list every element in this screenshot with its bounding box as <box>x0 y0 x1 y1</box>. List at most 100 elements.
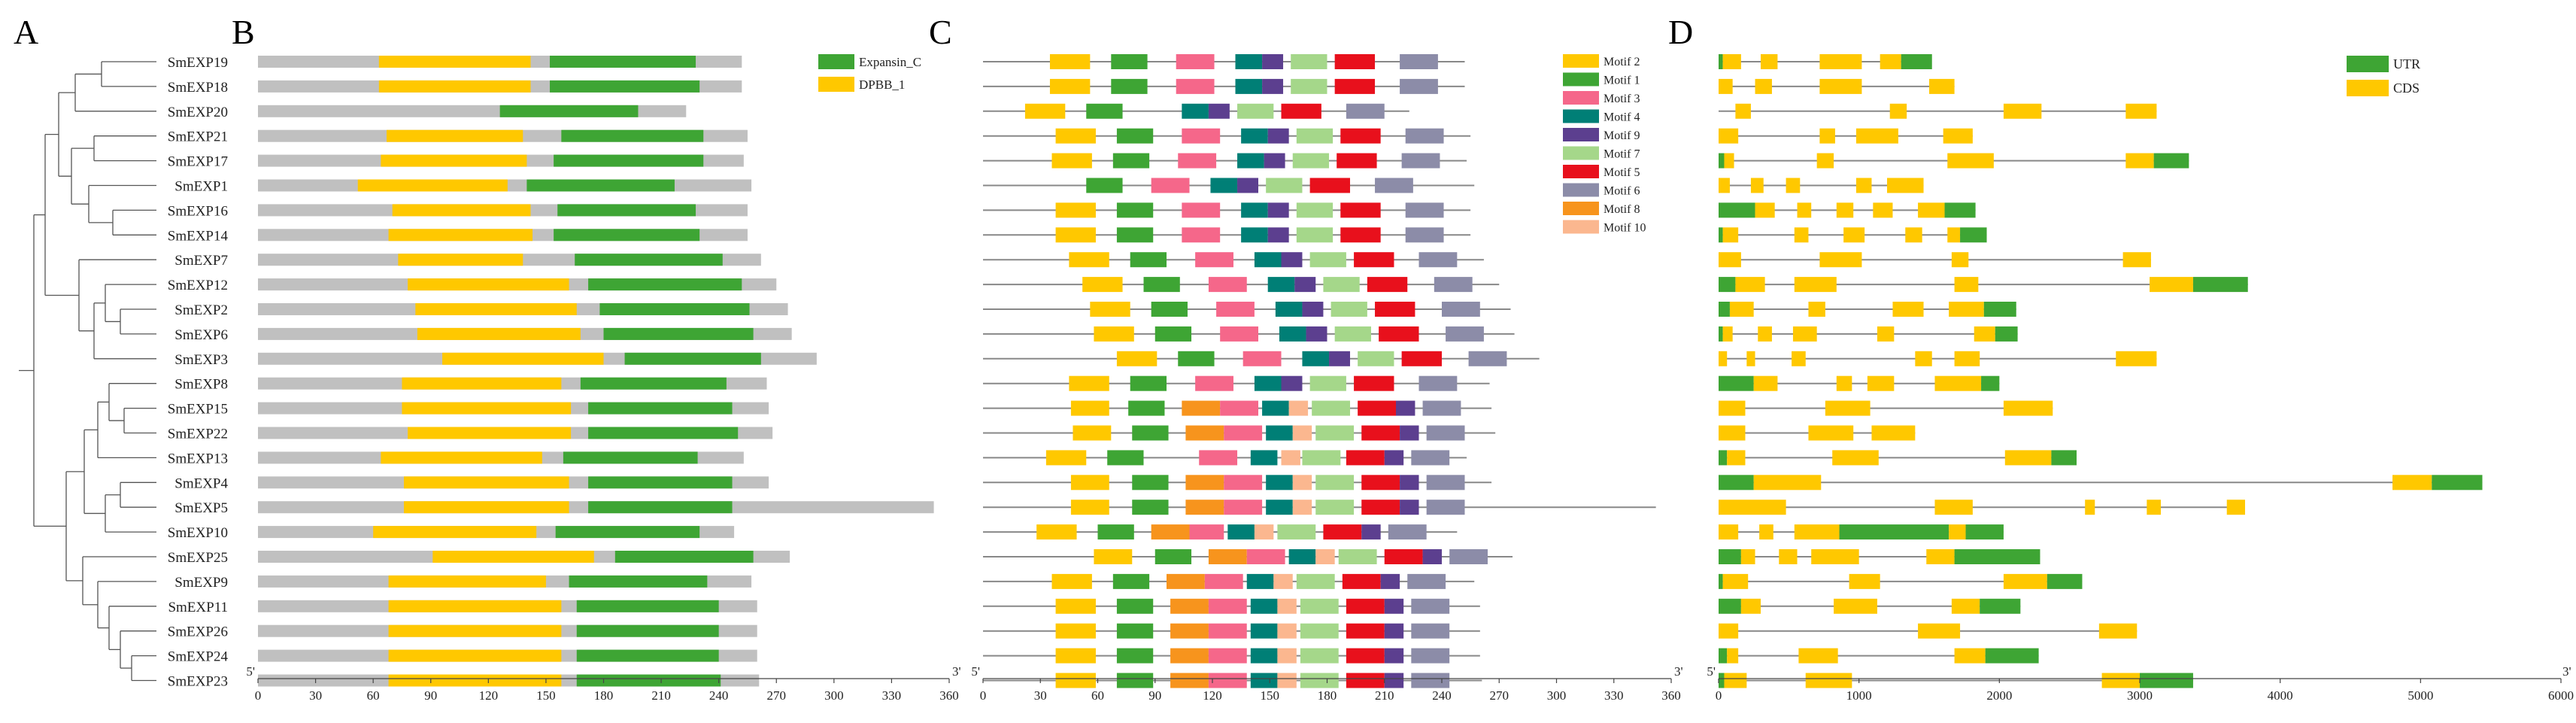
motif9-block <box>1422 549 1442 564</box>
motif7-block <box>1323 277 1360 293</box>
c-tick-label: 180 <box>1318 688 1337 703</box>
utr-exon <box>2051 450 2077 466</box>
motif7-block <box>1296 227 1334 243</box>
cds-exon <box>1819 54 1862 69</box>
legend-swatch-motif3 <box>1563 91 1599 105</box>
motif9-block <box>1262 78 1284 94</box>
motif3-block <box>1195 252 1233 268</box>
motif10-block <box>1277 673 1297 688</box>
motif3-block <box>1189 524 1224 540</box>
motif10-block <box>1292 475 1312 491</box>
expansin-c-domain <box>563 451 698 464</box>
b-tick-label: 120 <box>479 688 499 703</box>
dpbb-domain <box>357 179 508 192</box>
motif2-block <box>1055 648 1096 664</box>
motif6-block <box>1388 524 1427 540</box>
motif6-block <box>1405 128 1444 144</box>
dpbb-domain <box>388 600 562 612</box>
motif7-block <box>1315 500 1355 515</box>
motif2-block <box>1055 598 1096 614</box>
gene-label: SmEXP14 <box>168 228 229 244</box>
cds-exon <box>1719 500 1786 515</box>
expansin-c-domain <box>576 600 719 612</box>
motif6-block <box>1446 326 1484 342</box>
motif5-block <box>1309 178 1350 193</box>
expansin-c-domain <box>624 352 761 365</box>
cds-exon <box>1836 202 1854 218</box>
cds-exon <box>2085 500 2095 515</box>
expansin-c-domain <box>580 377 727 390</box>
expansin-c-domain <box>554 229 700 242</box>
cds-exon <box>1871 425 1916 441</box>
gene-label: SmEXP19 <box>168 55 228 71</box>
gene-label: SmEXP10 <box>168 525 228 541</box>
panel-label-a: A <box>14 13 38 51</box>
motif6-block <box>1405 202 1444 218</box>
dpbb-domain <box>404 476 569 489</box>
cds-exon <box>2003 400 2053 416</box>
expansin-c-domain <box>569 575 708 588</box>
motif7-block <box>1237 103 1274 119</box>
motif3-block <box>1224 500 1263 515</box>
c-tick-label: 300 <box>1547 688 1567 703</box>
c-tick-label: 30 <box>1034 688 1047 703</box>
cds-exon <box>1934 500 1973 515</box>
d-tick-label: 5000 <box>2408 688 2433 703</box>
dpbb-domain <box>387 129 523 142</box>
legend-swatch-cds <box>2347 80 2389 96</box>
utr-exon <box>1981 375 2000 391</box>
motif6-block <box>1405 227 1444 243</box>
motif9-block <box>1400 425 1419 441</box>
d-tick-label: 4000 <box>2268 688 2293 703</box>
motif5-block <box>1342 573 1381 589</box>
utr-exon <box>1960 227 1987 243</box>
dpbb-domain <box>381 451 542 464</box>
cds-exon <box>1753 475 1822 491</box>
legend-label: Motif 5 <box>1604 166 1640 179</box>
motif9-block <box>1400 500 1419 515</box>
motif4-block <box>1235 54 1263 69</box>
motif9-block <box>1384 450 1404 466</box>
motif5-block <box>1361 500 1400 515</box>
legend-label: Motif 10 <box>1604 222 1646 235</box>
motif7-block <box>1334 326 1371 342</box>
expansin-c-domain <box>555 526 700 539</box>
motif6-block <box>1418 252 1458 268</box>
motif4-block <box>1237 153 1264 169</box>
cds-exon <box>1719 252 1741 268</box>
utr-exon <box>1944 202 1976 218</box>
motif6-block <box>1407 573 1446 589</box>
legend-label: Motif 6 <box>1604 185 1640 198</box>
expansin-c-domain <box>526 179 675 192</box>
cds-exon <box>1722 573 1749 589</box>
cds-exon <box>1722 326 1733 342</box>
legend-swatch-motif7 <box>1563 146 1599 160</box>
motif2-block <box>1051 153 1092 169</box>
cds-exon <box>1779 549 1798 564</box>
dpbb-domain <box>408 427 572 439</box>
legend-label: UTR <box>2393 56 2420 71</box>
motif2-block <box>1024 103 1066 119</box>
utr-exon <box>1965 524 2004 540</box>
motif3-block <box>1208 673 1247 688</box>
motif7-block <box>1300 673 1339 688</box>
dpbb-domain <box>402 402 572 415</box>
cds-exon <box>1887 178 1924 193</box>
motif3-block <box>1220 326 1258 342</box>
cds-exon <box>1954 351 1980 366</box>
c-tick-label: 240 <box>1432 688 1452 703</box>
dpbb-domain <box>392 204 531 217</box>
gene-label: SmEXP11 <box>168 600 228 615</box>
motif1-block <box>1154 549 1192 564</box>
cds-exon <box>1759 524 1773 540</box>
utr-exon <box>1719 277 1736 293</box>
utr-exon <box>1985 648 2039 664</box>
b-axis-start: 5' <box>246 664 255 679</box>
cds-exon <box>1951 252 1969 268</box>
motif8-block <box>1182 400 1221 416</box>
motif8-block <box>1170 648 1209 664</box>
motif2-block <box>1055 227 1096 243</box>
expansin-c-domain <box>588 476 733 489</box>
cds-exon <box>1834 598 1877 614</box>
dpbb-domain <box>373 526 537 539</box>
